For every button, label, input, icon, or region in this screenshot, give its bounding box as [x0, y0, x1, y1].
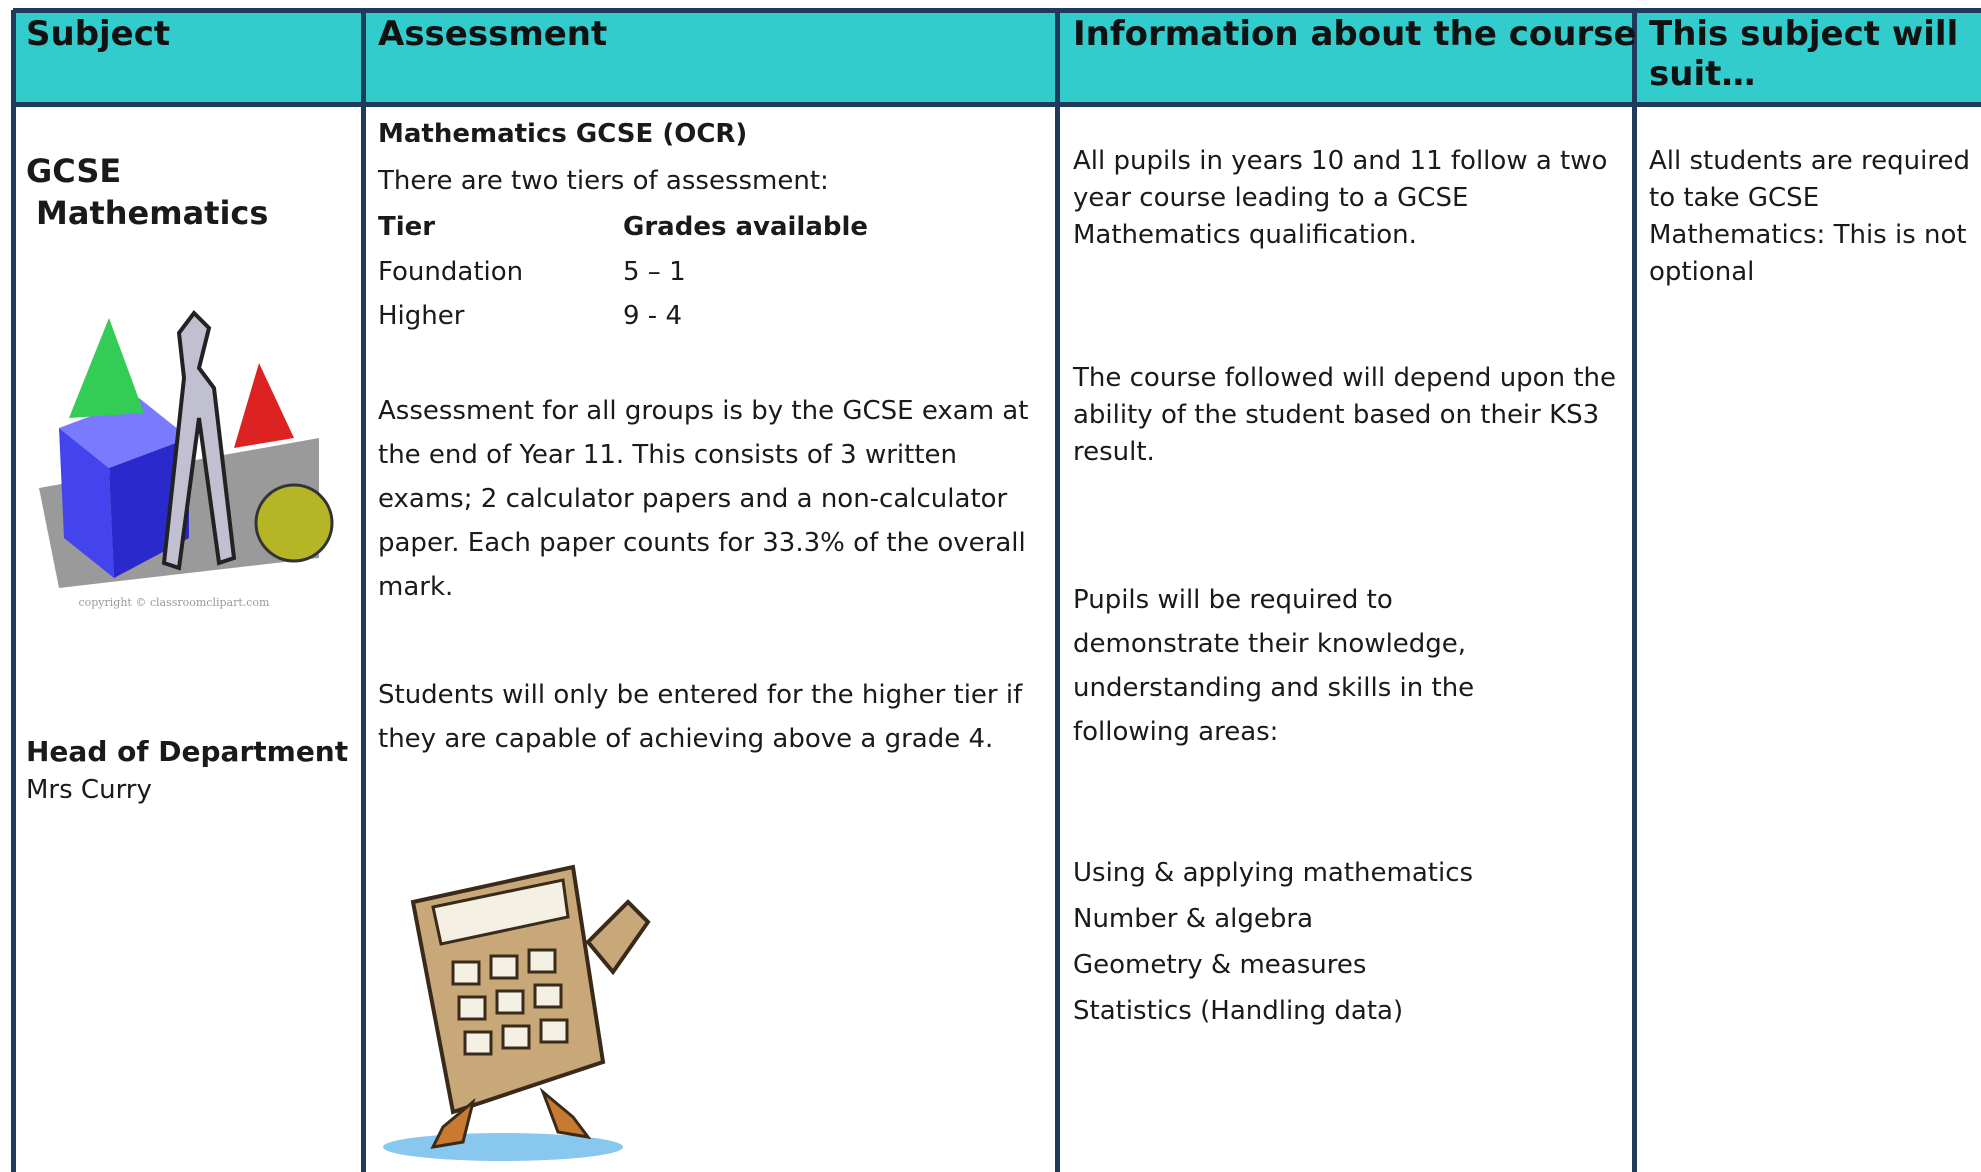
border [361, 10, 366, 1172]
area-item: Using & applying mathematics [1073, 858, 1474, 888]
tier-header: Tier [378, 212, 436, 242]
head-label: Head of Department [26, 735, 349, 768]
paragraph: Pupils will be required to demonstrate t… [1073, 585, 1475, 747]
paragraph: The course followed will depend upon the… [1073, 363, 1616, 467]
assessment-title: Mathematics GCSE (OCR) [378, 119, 748, 149]
area-item: Statistics (Handling data) [1073, 996, 1404, 1026]
header-row [13, 10, 1981, 104]
border [1632, 10, 1637, 1172]
image-caption: copyright © classroomclipart.com [78, 596, 270, 609]
header-cell: Subject [26, 14, 171, 54]
area-item: Number & algebra [1073, 904, 1314, 934]
tier-name: Higher [378, 301, 465, 331]
subject-title: GCSE Mathematics [26, 152, 269, 232]
border [1055, 10, 1060, 1172]
border [13, 8, 1981, 13]
paragraph: Assessment for all groups is by the GCSE… [378, 396, 1029, 602]
area-item: Geometry & measures [1073, 950, 1367, 980]
paragraph: All pupils in years 10 and 11 follow a t… [1073, 146, 1608, 250]
assessment-intro: There are two tiers of assessment: [378, 166, 829, 196]
header-cell: Assessment [378, 14, 608, 54]
area-list: Using & applying mathematics Number & alg… [1073, 850, 1473, 1034]
paragraph: Students will only be entered for the hi… [378, 680, 1023, 754]
calculator-clipart [383, 864, 651, 1161]
tier-name: Foundation [378, 257, 524, 287]
head-name: Mrs Curry [26, 775, 152, 805]
suit-text: All students are required to take GCSE M… [1649, 146, 1970, 287]
header-cell: Information about the course [1073, 14, 1637, 54]
border [13, 102, 1981, 107]
geometry-clipart: copyright © classroomclipart.com [39, 309, 334, 609]
tier-header: Grades available [623, 212, 869, 242]
border [11, 10, 16, 1172]
tier-grades: 5 – 1 [623, 257, 686, 287]
header-cell: This subject will suit… [1649, 14, 1959, 94]
tier-grades: 9 - 4 [623, 301, 682, 331]
